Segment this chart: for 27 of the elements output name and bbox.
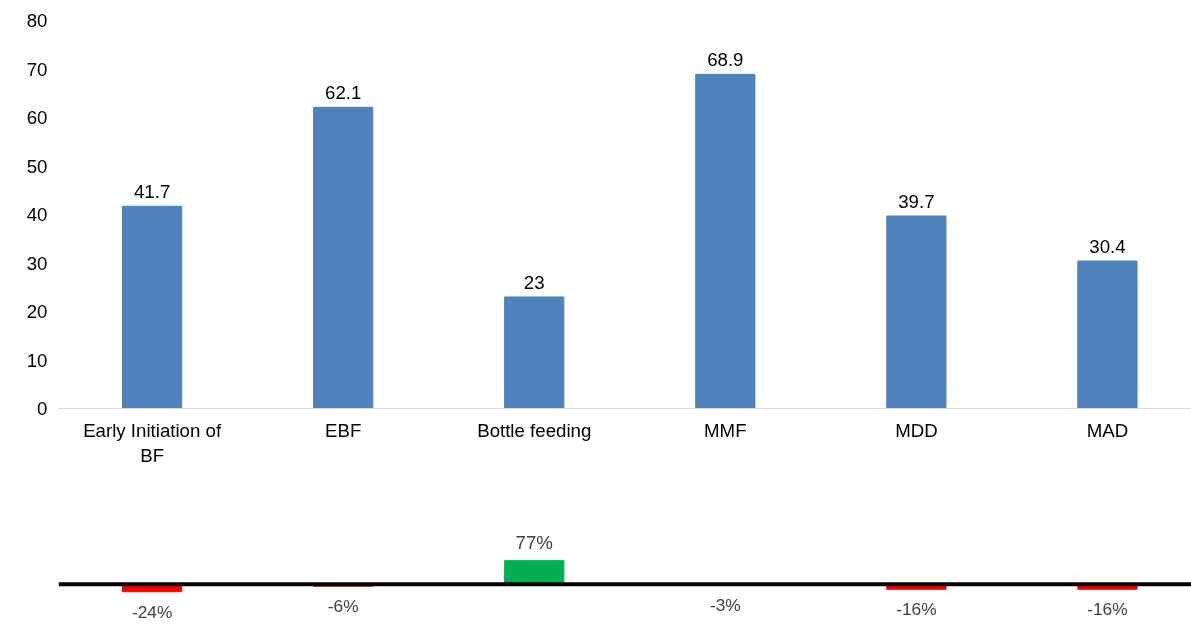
y-tick-label: 80 [26, 10, 48, 31]
y-tick-label: 0 [37, 398, 48, 419]
data-label: -6% [327, 596, 359, 617]
data-label: 68.9 [707, 49, 744, 71]
data-label: -24% [131, 601, 173, 622]
y-tick-label: 50 [26, 155, 48, 177]
data-label: 30.4 [1089, 236, 1126, 258]
x-tick-label: EBF [325, 419, 362, 441]
y-tick-label: 70 [26, 58, 48, 80]
y-tick-label: 60 [26, 107, 48, 128]
y-tick-label: 10 [26, 349, 48, 371]
x-tick-label: MDD [895, 419, 938, 441]
x-tick-label: MAD [1086, 419, 1129, 441]
data-label: 62.1 [325, 82, 362, 104]
x-tick-label: Early Initiation of BF [83, 419, 222, 466]
data-label: 77% [515, 531, 553, 553]
data-label: 41.7 [133, 181, 171, 203]
data-label: -16% [896, 599, 937, 620]
data-label: 39.7 [898, 190, 935, 212]
x-tick-label: Bottle feeding [477, 419, 592, 441]
y-tick-label: 20 [26, 301, 48, 322]
data-label: 23 [523, 271, 545, 293]
data-label: -16% [1087, 599, 1128, 620]
x-tick-label: MMF [704, 419, 747, 441]
y-tick-label: 40 [26, 204, 48, 225]
data-label: -3% [709, 595, 741, 616]
y-tick-label: 30 [26, 252, 48, 274]
